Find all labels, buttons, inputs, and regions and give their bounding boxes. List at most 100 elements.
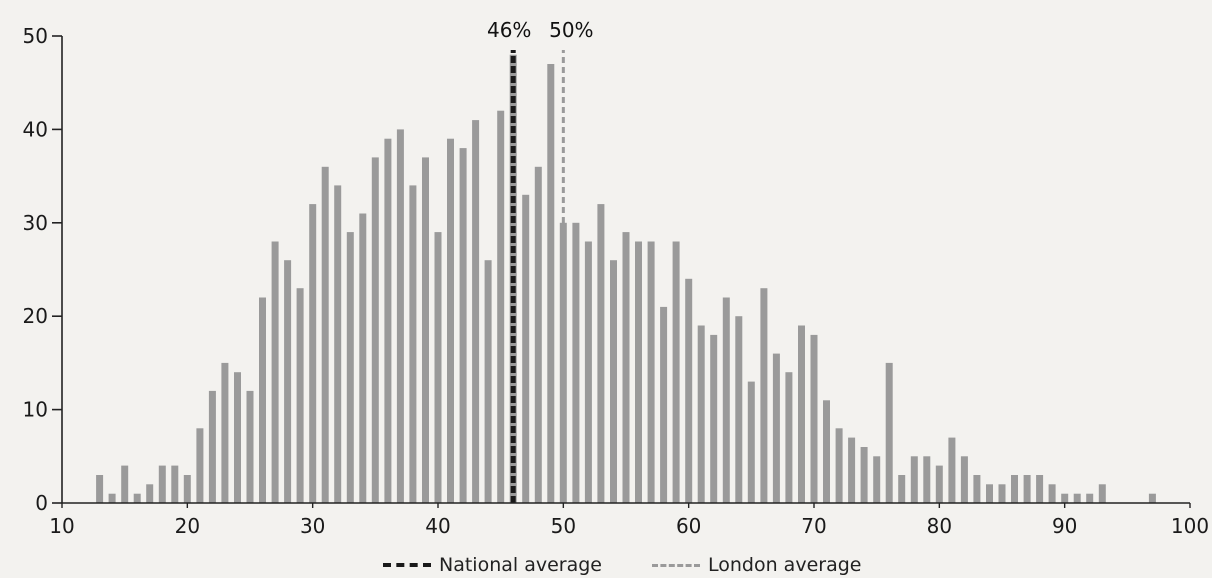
bar-74 xyxy=(860,447,868,503)
bar-56 xyxy=(635,241,642,503)
bar-36 xyxy=(384,138,392,503)
bar-71 xyxy=(823,400,830,503)
bar-82 xyxy=(960,456,968,503)
bar-20 xyxy=(183,475,191,503)
bar-45 xyxy=(497,110,505,503)
bar-38 xyxy=(409,185,417,503)
bar-85 xyxy=(998,484,1006,503)
bar-52 xyxy=(584,241,592,503)
y-tick-label-30: 30 xyxy=(23,211,48,235)
bar-22 xyxy=(208,390,216,503)
bar-43 xyxy=(472,120,480,503)
bar-69 xyxy=(798,325,805,503)
bar-18 xyxy=(158,465,166,503)
bar-42 xyxy=(459,148,467,503)
bar-91 xyxy=(1073,493,1081,503)
bar-32 xyxy=(334,185,342,503)
bar-29 xyxy=(296,288,304,503)
bar-33 xyxy=(346,232,354,503)
bar-44 xyxy=(484,260,492,503)
bar-28 xyxy=(284,260,292,503)
bar-31 xyxy=(321,166,329,504)
london-average-label: 50% xyxy=(549,18,593,42)
legend-label-national: National average xyxy=(439,554,602,576)
legend-item-london: London average xyxy=(652,554,861,576)
bar-83 xyxy=(973,475,981,503)
x-tick-label-30: 30 xyxy=(300,514,325,538)
x-tick-label-90: 90 xyxy=(1052,514,1077,538)
bar-87 xyxy=(1023,475,1031,503)
bar-93 xyxy=(1098,484,1106,503)
bar-59 xyxy=(672,241,680,503)
bar-80 xyxy=(935,465,943,503)
bar-19 xyxy=(171,465,179,503)
bar-76 xyxy=(885,362,893,503)
national-average-swatch xyxy=(383,563,431,567)
bar-79 xyxy=(923,456,931,503)
legend-label-london: London average xyxy=(708,554,862,576)
bar-53 xyxy=(597,204,605,503)
bar-75 xyxy=(873,456,881,503)
bar-61 xyxy=(697,325,705,503)
london-average-swatch xyxy=(652,563,700,567)
bar-88 xyxy=(1036,475,1044,503)
bar-13 xyxy=(96,475,104,503)
x-tick-label-80: 80 xyxy=(927,514,952,538)
y-tick-label-40: 40 xyxy=(23,117,48,141)
bar-48 xyxy=(534,166,542,504)
legend: National average London average xyxy=(0,552,1212,578)
bar-97 xyxy=(1148,493,1156,503)
y-tick-label-10: 10 xyxy=(23,398,48,422)
bar-51 xyxy=(572,222,580,504)
bar-55 xyxy=(622,232,630,503)
y-tick-label-0: 0 xyxy=(35,491,48,515)
bar-67 xyxy=(772,353,780,503)
bar-72 xyxy=(835,428,843,503)
bar-64 xyxy=(735,316,743,503)
reference-lines-group: 46% 50% xyxy=(487,18,594,503)
bar-84 xyxy=(986,484,993,503)
bar-65 xyxy=(747,381,755,503)
bar-17 xyxy=(146,484,154,503)
y-tick-label-50: 50 xyxy=(23,24,48,48)
x-tick-label-100: 100 xyxy=(1171,514,1209,538)
x-tick-label-20: 20 xyxy=(175,514,200,538)
bar-25 xyxy=(246,390,254,503)
bar-92 xyxy=(1086,493,1094,503)
bar-60 xyxy=(685,278,693,503)
bar-39 xyxy=(422,157,429,503)
bar-49 xyxy=(547,64,555,503)
bar-47 xyxy=(522,194,530,504)
bar-14 xyxy=(108,493,116,503)
bar-27 xyxy=(271,241,279,503)
bar-26 xyxy=(259,297,266,503)
bar-37 xyxy=(396,129,404,503)
bar-24 xyxy=(234,372,241,503)
bar-15 xyxy=(121,465,129,503)
bar-57 xyxy=(647,241,655,503)
bar-34 xyxy=(359,213,367,503)
x-tick-label-40: 40 xyxy=(425,514,450,538)
bar-62 xyxy=(710,334,718,503)
y-tick-label-20: 20 xyxy=(23,304,48,328)
bar-78 xyxy=(910,456,918,503)
bar-21 xyxy=(196,428,204,503)
bar-66 xyxy=(760,288,768,503)
bar-68 xyxy=(785,372,793,503)
legend-item-national: National average xyxy=(383,554,602,576)
x-tick-label-10: 10 xyxy=(49,514,74,538)
bar-16 xyxy=(133,493,141,503)
bar-30 xyxy=(309,204,317,503)
bar-81 xyxy=(948,437,956,503)
bars-group xyxy=(96,54,1156,504)
bar-35 xyxy=(371,157,379,503)
bar-89 xyxy=(1048,484,1056,503)
x-tick-label-50: 50 xyxy=(551,514,576,538)
bar-41 xyxy=(447,138,454,503)
x-tick-label-60: 60 xyxy=(676,514,701,538)
bar-58 xyxy=(660,306,668,503)
bar-90 xyxy=(1061,493,1069,503)
x-tick-label-70: 70 xyxy=(801,514,826,538)
